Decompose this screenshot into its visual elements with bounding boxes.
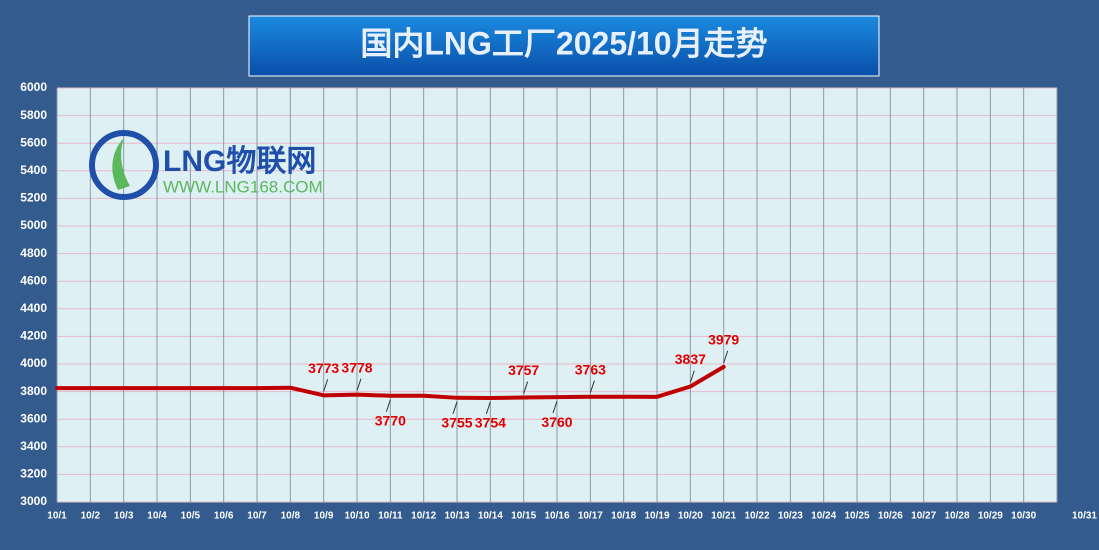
y-tick-label: 3000	[20, 494, 47, 508]
x-tick-label: 10/29	[978, 511, 1003, 522]
y-tick-label: 3200	[20, 467, 47, 481]
x-tick-label: 10/27	[911, 511, 936, 522]
x-tick-label: 10/23	[778, 511, 803, 522]
value-label: 3763	[575, 361, 606, 377]
title-box	[248, 15, 880, 77]
logo-leaf	[112, 138, 130, 190]
leader-line	[356, 378, 362, 391]
y-tick-label: 4800	[20, 246, 47, 260]
leader-line	[689, 370, 695, 383]
x-tick-label: 10/31	[1072, 511, 1097, 522]
leader-line	[452, 401, 458, 414]
y-tick-label: 4200	[20, 329, 47, 343]
line-series	[55, 364, 726, 400]
x-tick-label: 10/13	[444, 511, 469, 522]
y-tick-label: 3600	[20, 411, 47, 425]
y-tick-label: 5200	[20, 191, 47, 205]
logo-name: LNG物联网	[163, 145, 316, 178]
leader-line	[589, 380, 595, 393]
y-tick-label: 4600	[20, 273, 47, 287]
y-tick-label: 6000	[20, 80, 47, 94]
x-tick-label: 10/14	[478, 511, 503, 522]
y-tick-label: 3400	[20, 439, 47, 453]
x-tick-label: 10/24	[811, 511, 836, 522]
x-tick-label: 10/19	[644, 511, 669, 522]
x-tick-label: 10/11	[378, 511, 403, 522]
leader-line	[523, 381, 529, 394]
x-tick-label: 10/12	[411, 511, 436, 522]
x-tick-label: 10/30	[1011, 511, 1036, 522]
x-tick-label: 10/3	[114, 511, 134, 522]
y-tick-label: 4400	[20, 301, 47, 315]
x-tick-label: 10/26	[878, 511, 903, 522]
value-label: 3754	[475, 415, 506, 431]
value-label: 3773	[308, 360, 339, 376]
x-tick-label: 10/8	[281, 511, 301, 522]
y-tick-label: 5800	[20, 108, 47, 122]
leader-line	[323, 379, 329, 392]
x-tick-label: 10/16	[544, 511, 569, 522]
x-tick-label: 10/6	[214, 511, 234, 522]
y-tick-label: 5000	[20, 218, 47, 232]
x-tick-label: 10/22	[744, 511, 769, 522]
y-tick-label: 5400	[20, 163, 47, 177]
leader-line	[385, 399, 391, 412]
x-tick-label: 10/9	[314, 511, 334, 522]
value-label: 3837	[675, 351, 706, 367]
x-tick-label: 10/2	[81, 511, 101, 522]
leader-line	[552, 400, 558, 414]
value-label: 3778	[341, 359, 372, 375]
logo: LNG物联网 WWW.LNG168.COM	[89, 130, 323, 200]
leader-line	[485, 401, 491, 415]
x-tick-label: 10/18	[611, 511, 636, 522]
x-tick-label: 10/25	[844, 511, 869, 522]
x-tick-label: 10/10	[344, 511, 369, 522]
value-label: 3757	[508, 362, 539, 378]
logo-ring	[89, 130, 159, 200]
x-tick-label: 10/15	[511, 511, 536, 522]
x-tick-label: 10/28	[944, 511, 969, 522]
value-label: 3979	[708, 332, 739, 348]
y-tick-label: 4000	[20, 356, 47, 370]
x-tick-label: 10/5	[181, 511, 201, 522]
x-tick-label: 10/21	[711, 511, 736, 522]
value-label: 3755	[441, 415, 472, 431]
y-tick-label: 3800	[20, 384, 47, 398]
leader-line	[723, 350, 729, 364]
x-tick-label: 10/1	[47, 511, 67, 522]
y-tick-label: 5600	[20, 135, 47, 149]
logo-url: WWW.LNG168.COM	[163, 177, 323, 196]
x-tick-label: 10/17	[578, 511, 603, 522]
x-tick-label: 10/7	[247, 511, 267, 522]
x-tick-label: 10/20	[678, 511, 703, 522]
chart-title: 国内LNG工厂2025/10月走势	[360, 25, 767, 61]
value-label: 3770	[375, 412, 406, 428]
x-tick-label: 10/4	[147, 511, 167, 522]
value-label: 3760	[541, 414, 572, 430]
